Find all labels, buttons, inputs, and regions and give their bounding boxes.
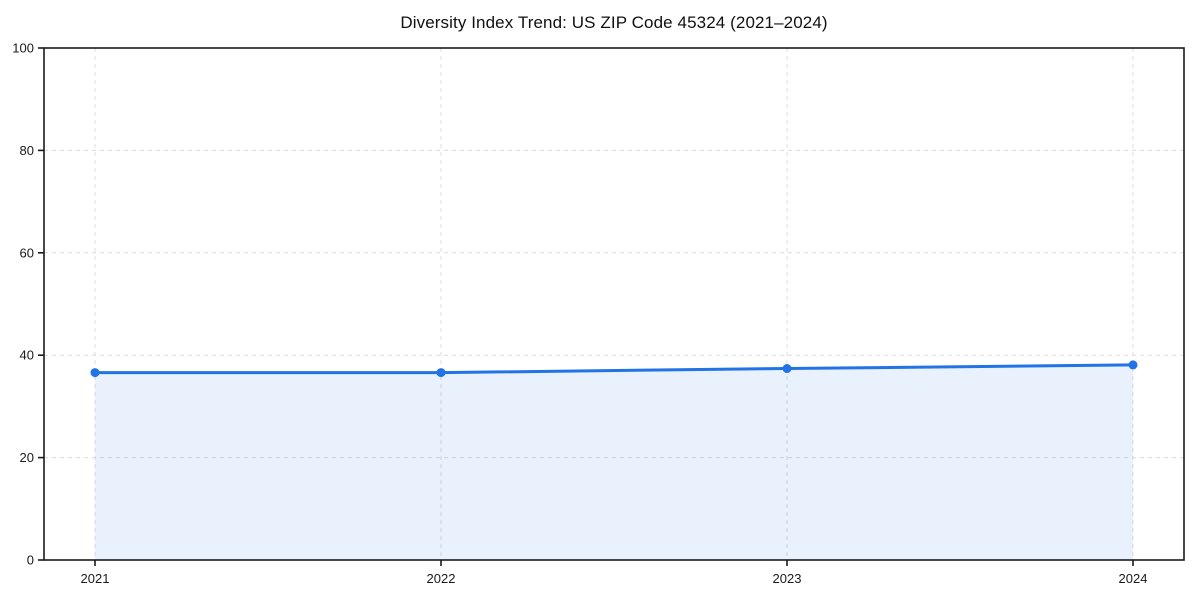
data-point-2023 <box>782 364 792 374</box>
x-tick-label-2022: 2022 <box>427 571 456 586</box>
chart-title: Diversity Index Trend: US ZIP Code 45324… <box>400 13 828 32</box>
y-tick-label-100: 100 <box>12 41 34 56</box>
x-tick-label-2023: 2023 <box>773 571 802 586</box>
x-tick-label-2021: 2021 <box>81 571 110 586</box>
x-tick-label-2024: 2024 <box>1119 571 1148 586</box>
y-tick-label-60: 60 <box>20 245 34 260</box>
y-tick-label-40: 40 <box>20 348 34 363</box>
y-tick-label-80: 80 <box>20 143 34 158</box>
trend-line <box>93 363 1135 375</box>
data-point-2021 <box>90 368 100 378</box>
plot-border <box>43 47 1185 561</box>
y-tick-label-0: 0 <box>27 553 34 568</box>
data-point-2022 <box>436 368 446 378</box>
area-fill <box>95 364 1133 560</box>
data-point-2024 <box>1128 360 1138 370</box>
y-tick-label-20: 20 <box>20 450 34 465</box>
